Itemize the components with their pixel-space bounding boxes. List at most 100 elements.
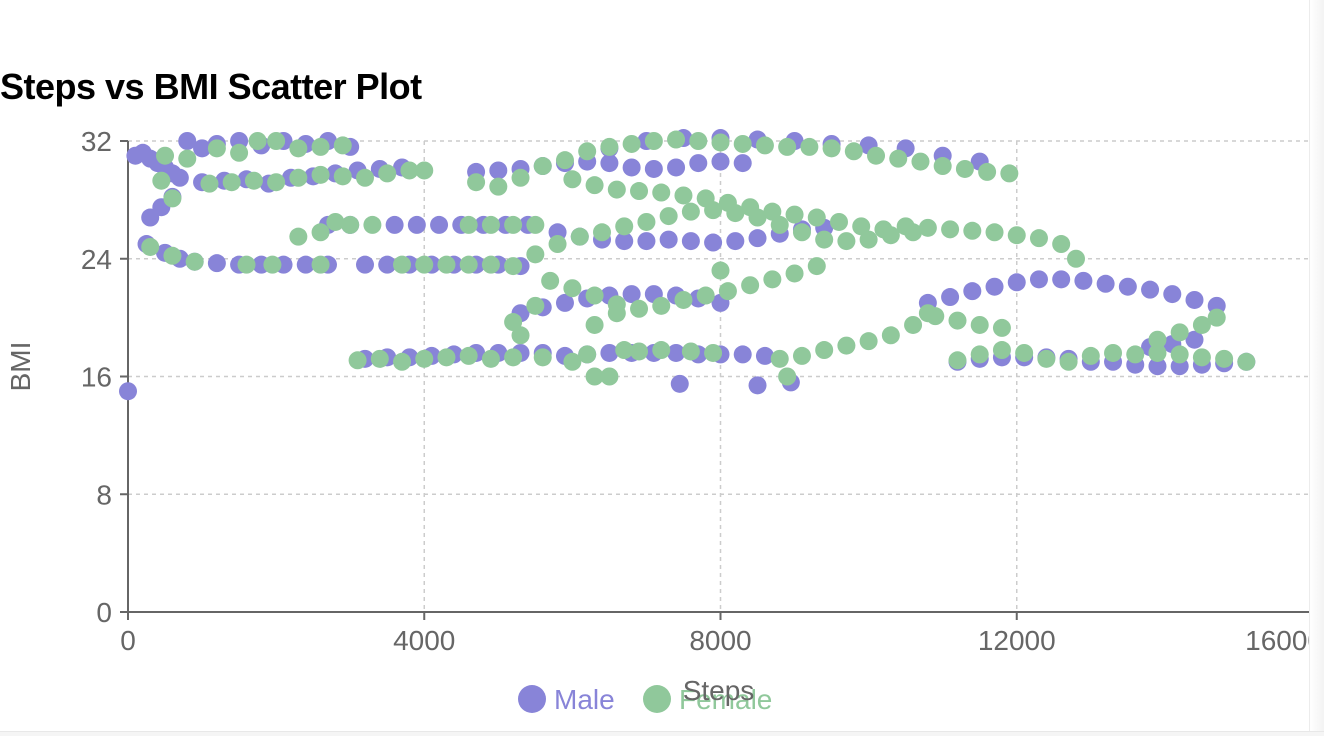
- scatter-point: [267, 173, 286, 192]
- scatter-point: [459, 255, 478, 274]
- scatter-point: [630, 342, 649, 361]
- scatter-point: [1052, 270, 1071, 289]
- scatter-point: [578, 142, 597, 161]
- scatter-point: [533, 157, 552, 176]
- scatter-point: [748, 229, 767, 248]
- scatter-point: [526, 245, 545, 264]
- scatter-point: [970, 345, 989, 364]
- scatter-point: [333, 136, 352, 155]
- scatter-point: [748, 208, 767, 227]
- scatter-point: [674, 290, 693, 309]
- scatter-point: [770, 215, 789, 234]
- scatter-point: [726, 204, 745, 223]
- scatter-point: [459, 215, 478, 234]
- scatter-point: [859, 230, 878, 249]
- scatter-point: [415, 349, 434, 368]
- scatter-point: [733, 154, 752, 173]
- x-tick-label: 0: [120, 625, 136, 656]
- scatter-point: [807, 208, 826, 227]
- scatter-point: [659, 230, 678, 249]
- scatter-point: [207, 139, 226, 158]
- scatter-point: [152, 171, 171, 190]
- scatter-point: [881, 226, 900, 245]
- scatter-point: [948, 311, 967, 330]
- scatter-point: [504, 313, 523, 332]
- y-axis-label: BMI: [5, 342, 36, 392]
- y-tick-label: 8: [96, 479, 112, 510]
- scatter-point: [711, 152, 730, 171]
- scatter-point: [963, 221, 982, 240]
- scatter-point: [178, 149, 197, 168]
- scatter-point: [792, 223, 811, 242]
- scatter-point: [1059, 352, 1078, 371]
- scatter-point: [563, 170, 582, 189]
- scatter-point: [207, 254, 226, 273]
- scatter-point: [963, 282, 982, 301]
- scatter-point: [481, 349, 500, 368]
- scatter-point: [630, 182, 649, 201]
- scatter-point: [511, 168, 530, 187]
- scatter-point: [244, 171, 263, 190]
- scatter-point: [170, 168, 189, 187]
- scatter-point: [741, 276, 760, 295]
- scatter-point: [289, 139, 308, 158]
- scatter-point: [1007, 226, 1026, 245]
- scatter-point: [1126, 345, 1145, 364]
- scatter-point: [667, 130, 686, 149]
- scatter-point: [755, 136, 774, 155]
- scatter-point: [667, 158, 686, 177]
- chart-title: Steps vs BMI Scatter Plot: [0, 66, 422, 107]
- scatter-point: [1074, 271, 1093, 290]
- scatter-point: [1148, 330, 1167, 349]
- scatter-point: [992, 341, 1011, 360]
- scatter-point: [615, 341, 634, 360]
- scatter-point: [622, 158, 641, 177]
- scatter-point: [504, 257, 523, 276]
- scatter-point: [578, 345, 597, 364]
- scatter-point: [659, 207, 678, 226]
- scatter-point: [607, 180, 626, 199]
- scatter-point: [1000, 164, 1019, 183]
- scatter-point: [1148, 343, 1167, 362]
- scatter-point: [904, 223, 923, 242]
- scatter-point: [948, 351, 967, 370]
- scatter-point: [637, 232, 656, 251]
- scatter-point: [430, 215, 449, 234]
- scatter-point: [311, 255, 330, 274]
- scatter-point: [600, 343, 619, 362]
- y-tick-label: 16: [81, 362, 112, 393]
- scatter-point: [393, 352, 412, 371]
- scatter-point: [356, 168, 374, 187]
- scatter-point: [1081, 346, 1100, 365]
- scatter-point: [526, 215, 545, 234]
- scatter-point: [370, 349, 389, 368]
- scatter-point: [311, 165, 330, 184]
- scatter-point: [415, 255, 434, 274]
- scatter-point: [763, 202, 782, 221]
- scatter-point: [670, 374, 689, 393]
- scatter-point: [852, 217, 871, 236]
- scatter-point: [1185, 290, 1204, 309]
- scrollbar-track[interactable]: [1309, 0, 1324, 736]
- scatter-point: [837, 336, 856, 355]
- scatter-point: [341, 215, 360, 234]
- x-axis-label: Steps: [683, 675, 755, 706]
- scatter-point: [622, 285, 641, 304]
- scatter-point: [992, 318, 1011, 337]
- scatter-point: [681, 232, 700, 251]
- scatter-point: [644, 132, 663, 150]
- scatter-point: [615, 232, 634, 251]
- scatter-point: [785, 264, 804, 283]
- scatter-point: [881, 326, 900, 345]
- scatter-point: [356, 255, 374, 274]
- scatter-point: [859, 332, 878, 351]
- scatter-point: [1170, 323, 1189, 342]
- scatter-point: [178, 132, 197, 150]
- scatter-point: [378, 255, 397, 274]
- scatter-point: [718, 282, 737, 301]
- legend-label-male: Male: [554, 684, 615, 715]
- scatter-point: [378, 164, 397, 183]
- scatter-point: [800, 137, 819, 156]
